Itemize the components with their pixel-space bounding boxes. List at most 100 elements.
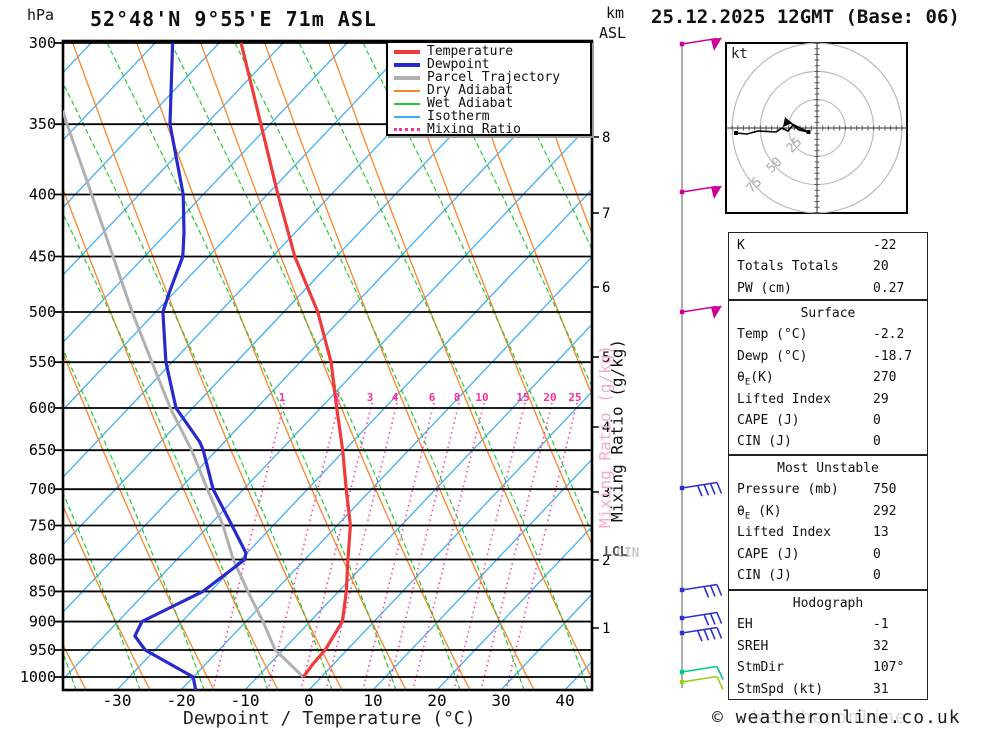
pressure-tick-label: 1000 [20,668,56,686]
stats-table: K -22 Totals Totals 20 PW (cm) 0.27 [728,232,928,300]
wind-barb-tick [716,612,723,624]
mixing-ratio-value-label: 3 [367,391,374,404]
temperature-tick-label: 40 [555,691,574,710]
legend-swatch-isotherm [394,115,420,118]
legend-swatch-mixing-ratio [394,128,420,131]
mixing-ratio-value-label: 2 [334,391,341,404]
table-row: PW (cm) 0.27 [729,278,927,299]
km-tick-label: 2 [602,553,610,569]
mixing-ratio-value-labels: 1 2 3 4 6 8 10 15 20 25 [279,391,582,404]
altitude-unit-km-label: km [606,4,625,22]
legend-item: Temperature [388,45,590,58]
row-label: Temp (°C) [737,327,808,343]
table-row: CIN (J) 0 [729,431,927,452]
wind-barb-tick [709,483,716,495]
row-value: 29 [873,391,889,407]
mixing-ratio-lines [212,402,578,690]
km-tick-label: 1 [602,621,610,637]
wind-barb-column [679,37,724,690]
row-value: 32 [873,638,889,654]
row-value: 0 [873,567,881,583]
table-row: Pressure (mb) 750 [729,479,927,500]
legend-label: Isotherm [427,109,490,124]
pressure-tick-label: 450 [29,248,56,266]
wind-barb [679,665,724,680]
run-date-label: 25.12.2025 12GMT (Base: 06) [651,6,960,28]
isotherm-lines [63,41,592,690]
legend-item: Mixing Ratio [388,123,590,136]
row-value: 107° [873,660,905,676]
row-label: Totals Totals [737,259,839,275]
wind-barb [679,583,723,598]
km-tick-label: 6 [602,280,610,296]
row-label: StmDir [737,660,784,676]
temperature-tick-label: -30 [103,691,132,710]
stats-table-surface: Surface Temp (°C) -2.2 Dewp (°C) -18.7 θE(K) 2… [728,300,928,455]
pressure-tick-label: 750 [29,517,56,535]
table-row: Temp (°C) -2.2 [729,324,927,345]
pressure-tick-label: 350 [29,115,56,133]
km-tick-label: 3 [602,485,610,501]
mixing-ratio-value-label: 6 [429,391,436,404]
row-label: CIN (J) [737,567,792,583]
row-value: 292 [873,503,897,519]
wind-barb-tick [716,666,724,680]
km-tick-label: 4 [602,420,610,436]
table-row: K -22 [729,235,927,256]
mixing-ratio-value-label: 25 [568,391,581,404]
pressure-tick-label: 900 [29,613,56,631]
wind-barb-tick [696,629,703,642]
table-row: CAPE (J) 0 [729,544,927,565]
row-label: CIN (J) [737,434,792,450]
row-value: 0 [873,412,881,428]
parcel-trajectory-curve [63,110,305,679]
legend-label: Temperature [427,44,514,59]
legend-item: Dry Adiabat [388,84,590,97]
row-label: K [737,238,745,253]
table-row: Totals Totals 20 [729,256,927,277]
mixing-ratio-value-label: 4 [392,391,399,404]
wind-barb-tick [703,613,710,626]
wind-barb-tick [716,627,723,639]
wet-adiabat-lines [63,41,592,690]
wind-barb-tick [703,483,710,496]
row-label: StmSpd (kt) [737,681,824,697]
table-row: CIN (J) 0 [729,565,927,586]
mixing-ratio-value-label: 10 [475,391,488,404]
wind-barb-pennant [711,305,722,319]
pressure-tick-label: 550 [29,353,56,371]
row-value: 31 [873,681,889,697]
background-grid [63,41,592,690]
row-value: -22 [873,238,897,253]
row-label: EH [737,617,753,633]
temperature-tick-label: 20 [427,691,446,710]
legend-label: Mixing Ratio [427,122,521,137]
table-row: StmDir 107° [729,657,927,678]
watermark: © weatheronline.co.uk [712,707,961,728]
wind-barb-tick [709,613,716,625]
row-label: SREH [737,638,769,654]
table-row: Lifted Index 13 [729,522,927,543]
row-value: 270 [873,370,897,386]
wind-barb [679,675,724,690]
page-title: 52°48'N 9°55'E 71m ASL [90,7,377,31]
hodograph-arrow-head [783,117,792,127]
hodograph-trace-end-dot [734,131,738,135]
row-value: 13 [873,525,889,541]
table-row: EH -1 [729,614,927,635]
plot-border [61,39,594,692]
wind-barb-tick [703,628,710,641]
dry-adiabat-lines [63,41,592,690]
wind-barb-pennant [711,37,722,51]
wind-barb [679,626,723,642]
cin-ghost-label: CIN [616,546,640,561]
wind-barb-tick [716,482,723,494]
km-tick-label: 7 [602,206,610,222]
row-label: Dewp (°C) [737,348,808,364]
wind-barb [679,481,723,497]
lcl-label: LCL [604,545,628,560]
row-label: θE(K) [737,370,774,388]
temperature-tick-label: -10 [231,691,260,710]
legend-swatch-wet-adiabat [394,102,420,105]
